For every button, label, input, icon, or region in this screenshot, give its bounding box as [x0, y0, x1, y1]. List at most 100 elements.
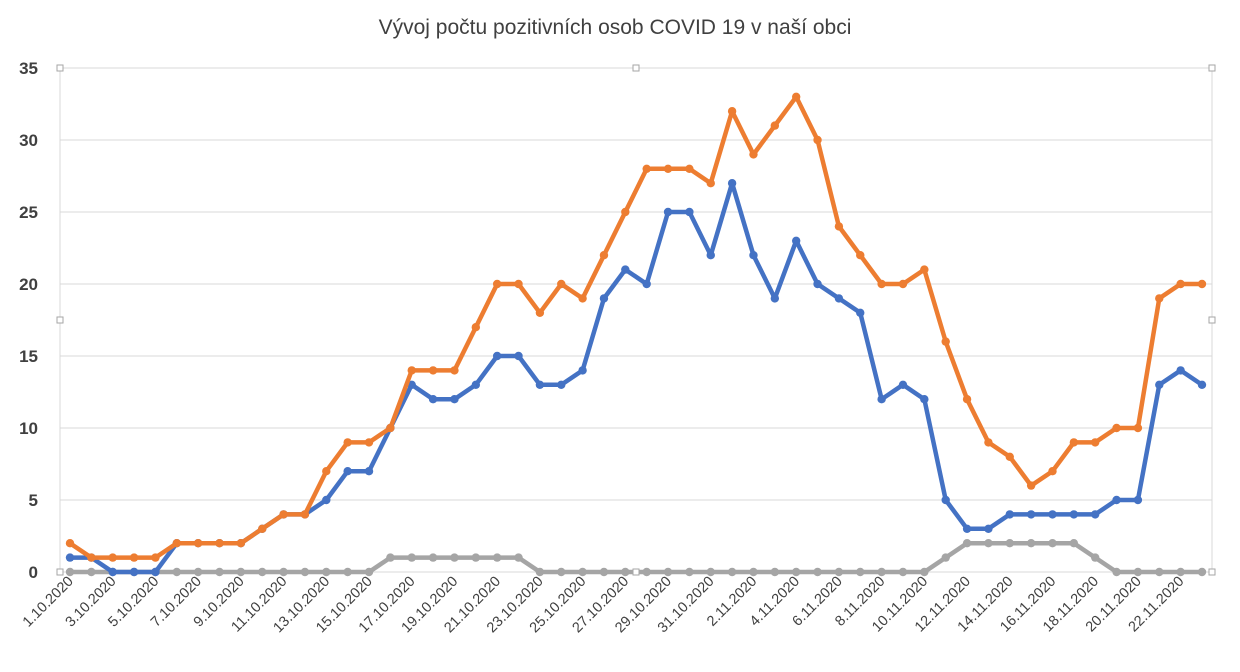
- data-point: [642, 279, 651, 289]
- data-point: [1048, 510, 1057, 519]
- data-point: [87, 553, 96, 562]
- series-group: [65, 92, 1207, 577]
- data-point: [962, 524, 972, 533]
- data-point: [941, 337, 950, 346]
- data-point: [727, 179, 737, 188]
- data-point: [129, 553, 139, 562]
- data-point: [1005, 452, 1014, 461]
- data-point: [599, 251, 609, 260]
- data-point: [1112, 567, 1121, 577]
- data-point: [65, 539, 75, 548]
- data-point: [1176, 279, 1185, 289]
- resize-handle[interactable]: [56, 568, 64, 576]
- data-point: [663, 164, 673, 173]
- data-point: [791, 567, 801, 577]
- data-point: [364, 467, 374, 476]
- data-point: [535, 567, 545, 577]
- data-point: [642, 567, 651, 577]
- resize-handle[interactable]: [1208, 316, 1216, 324]
- data-point: [172, 567, 181, 577]
- resize-handle[interactable]: [632, 568, 640, 576]
- data-point: [557, 279, 566, 289]
- resize-handle[interactable]: [632, 64, 640, 72]
- data-point: [962, 539, 972, 548]
- data-point: [151, 567, 160, 577]
- data-point: [877, 567, 886, 577]
- gridlines: [60, 67, 1212, 501]
- series-line: [67, 540, 1205, 575]
- data-point: [578, 366, 587, 375]
- plot-area-border: [59, 67, 1213, 573]
- data-point: [984, 524, 993, 533]
- data-point: [834, 294, 844, 303]
- resize-handle[interactable]: [1208, 64, 1216, 72]
- data-point: [236, 567, 246, 577]
- data-point: [471, 323, 481, 332]
- data-point: [300, 567, 310, 577]
- data-point: [215, 539, 224, 548]
- data-point: [898, 380, 908, 389]
- data-point: [322, 467, 331, 476]
- data-point: [1026, 539, 1036, 548]
- data-point: [428, 553, 438, 562]
- data-point: [898, 567, 908, 577]
- data-point: [322, 567, 331, 577]
- data-point: [428, 366, 438, 375]
- data-point: [557, 380, 566, 389]
- data-point: [1112, 495, 1121, 505]
- data-point: [685, 567, 694, 577]
- data-point: [1133, 567, 1143, 577]
- data-point: [343, 438, 352, 447]
- data-point: [920, 567, 929, 577]
- data-point: [706, 567, 715, 577]
- data-point: [450, 395, 459, 404]
- data-point: [749, 251, 758, 260]
- data-point: [642, 164, 651, 173]
- data-point: [1112, 423, 1121, 433]
- resize-handle[interactable]: [1208, 568, 1216, 576]
- data-point: [236, 539, 246, 548]
- data-point: [770, 567, 780, 577]
- data-point: [1005, 539, 1014, 548]
- data-point: [1133, 495, 1143, 505]
- series-2: [65, 92, 1207, 562]
- data-point: [1048, 467, 1057, 476]
- data-point: [749, 150, 758, 159]
- y-tick-label: 30: [19, 131, 38, 150]
- data-point: [834, 567, 844, 577]
- data-point: [1005, 510, 1014, 519]
- data-point: [407, 380, 416, 389]
- data-point: [343, 467, 352, 476]
- data-point: [621, 207, 630, 217]
- data-point: [984, 438, 993, 447]
- resize-handle[interactable]: [56, 316, 64, 324]
- data-point: [599, 567, 609, 577]
- data-point: [1091, 438, 1100, 447]
- data-point: [492, 351, 502, 361]
- data-point: [877, 279, 886, 289]
- data-point: [984, 539, 993, 548]
- data-point: [920, 265, 929, 274]
- data-point: [514, 351, 523, 361]
- resize-handle[interactable]: [56, 64, 64, 72]
- data-point: [856, 567, 865, 577]
- data-point: [813, 567, 822, 577]
- data-point: [450, 366, 459, 375]
- data-point: [1069, 539, 1079, 548]
- data-point: [770, 294, 780, 303]
- data-point: [407, 553, 416, 562]
- data-point: [599, 294, 609, 303]
- data-point: [428, 395, 438, 404]
- data-point: [1091, 553, 1100, 562]
- data-point: [193, 539, 203, 548]
- data-point: [941, 553, 950, 562]
- data-point: [920, 395, 929, 404]
- data-point: [685, 207, 694, 217]
- data-point: [1026, 481, 1036, 490]
- data-point: [791, 92, 801, 102]
- data-point: [300, 510, 310, 519]
- data-point: [727, 107, 737, 116]
- data-point: [1091, 510, 1100, 519]
- y-tick-label: 35: [19, 59, 38, 78]
